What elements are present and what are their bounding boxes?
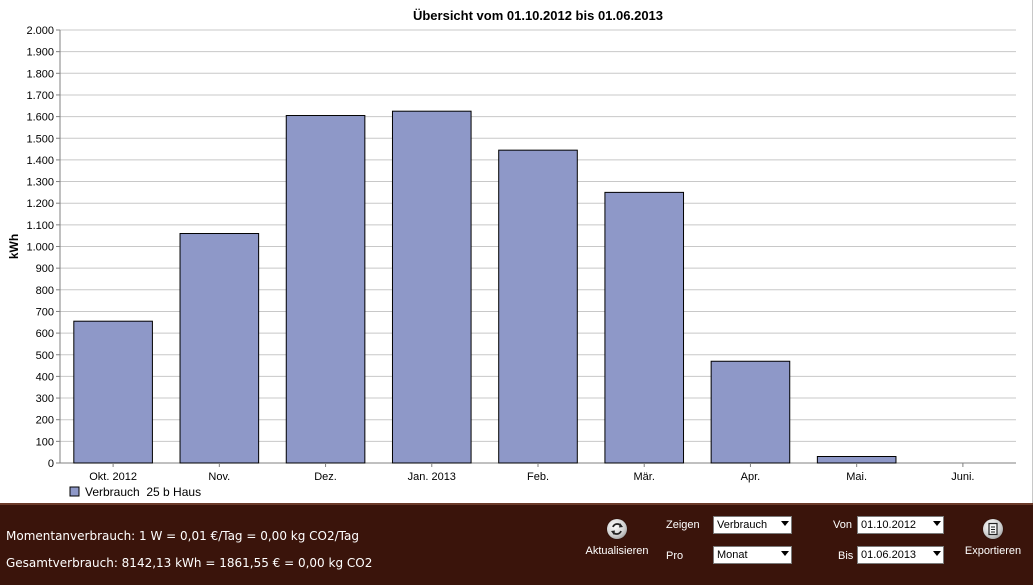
to-label: Bis xyxy=(838,550,854,562)
bar xyxy=(710,360,791,464)
x-tick-label: Okt. 2012 xyxy=(89,471,137,483)
bar xyxy=(285,115,366,464)
y-tick-label: 1.800 xyxy=(26,68,54,80)
y-tick-label: 400 xyxy=(36,371,54,383)
export-label: Exportieren xyxy=(964,545,1022,557)
bar xyxy=(73,320,153,464)
y-tick-label: 500 xyxy=(36,350,54,362)
x-tick-label: Apr. xyxy=(741,471,761,483)
show-select[interactable]: Verbrauch xyxy=(713,516,792,534)
per-select[interactable]: Monat xyxy=(713,546,792,564)
y-tick-label: 200 xyxy=(36,415,54,427)
refresh-icon xyxy=(607,519,627,539)
refresh-label: Aktualisieren xyxy=(585,545,649,557)
bar xyxy=(391,110,472,464)
consumption-chart: 0 100 200 300 400 500 600 700 800 900 1.000 1.100 1.… xyxy=(7,8,1016,499)
refresh-button[interactable]: Aktualisieren xyxy=(582,519,652,557)
bar xyxy=(816,456,897,464)
y-tick-label: 900 xyxy=(36,263,54,275)
y-tick-label: 0 xyxy=(48,458,54,470)
bottom-panel: Momentanverbrauch: 1 W = 0,01 €/Tag = 0,… xyxy=(0,503,1033,585)
show-label: Zeigen xyxy=(666,519,700,531)
chevron-down-icon xyxy=(781,521,789,526)
momentary-consumption: Momentanverbrauch: 1 W = 0,01 €/Tag = 0,… xyxy=(6,529,359,543)
x-tick-label: Dez. xyxy=(314,471,337,483)
from-date-field[interactable]: 01.10.2012 xyxy=(857,516,944,534)
y-tick-label: 700 xyxy=(36,306,54,318)
chevron-down-icon xyxy=(933,551,941,556)
x-tick-label: Jan. 2013 xyxy=(408,471,456,483)
total-consumption: Gesamtverbrauch: 8142,13 kWh = 1861,55 €… xyxy=(6,556,373,570)
x-tick-label: Juni. xyxy=(951,471,974,483)
y-tick-label: 1.000 xyxy=(26,242,54,254)
x-tick-label: Feb. xyxy=(527,471,549,483)
from-label: Von xyxy=(833,519,852,531)
y-tick-label: 300 xyxy=(36,393,54,405)
chevron-down-icon xyxy=(933,521,941,526)
show-select-value: Verbrauch xyxy=(717,519,768,531)
y-tick-label: 100 xyxy=(36,436,54,448)
x-tick-label: Mär. xyxy=(634,471,655,483)
legend-label: Verbrauch 25 b Haus xyxy=(85,485,201,499)
y-tick-label: 1.300 xyxy=(26,177,54,189)
x-tick-label: Nov. xyxy=(208,471,230,483)
bar xyxy=(179,233,260,464)
legend-swatch xyxy=(69,486,80,497)
y-tick-label: 600 xyxy=(36,328,54,340)
y-tick-label: 1.900 xyxy=(26,47,54,59)
y-tick-label: 800 xyxy=(36,285,54,297)
per-select-value: Monat xyxy=(717,549,748,561)
y-tick-label: 1.600 xyxy=(26,112,54,124)
y-axis-label: kWh xyxy=(7,234,21,259)
bar xyxy=(498,149,578,464)
y-tick-label: 1.500 xyxy=(26,133,54,145)
y-tick-label: 1.100 xyxy=(26,220,54,232)
y-tick-label: 2.000 xyxy=(26,25,54,37)
to-date-value: 01.06.2013 xyxy=(861,549,917,561)
y-tick-label: 1.700 xyxy=(26,90,54,102)
chart-area: 0 100 200 300 400 500 600 700 800 900 1.000 1.100 1.… xyxy=(7,0,1033,503)
bar xyxy=(604,191,685,464)
to-date-field[interactable]: 01.06.2013 xyxy=(857,546,944,564)
export-button[interactable]: Exportieren xyxy=(958,519,1028,557)
from-date-value: 01.10.2012 xyxy=(861,519,917,531)
chevron-down-icon xyxy=(781,551,789,556)
export-icon xyxy=(983,519,1003,539)
y-tick-label: 1.400 xyxy=(26,155,54,167)
chart-title: Übersicht vom 01.10.2012 bis 01.06.2013 xyxy=(413,8,663,23)
x-tick-label: Mai. xyxy=(846,471,867,483)
per-label: Pro xyxy=(666,550,684,562)
y-tick-label: 1.200 xyxy=(26,198,54,210)
